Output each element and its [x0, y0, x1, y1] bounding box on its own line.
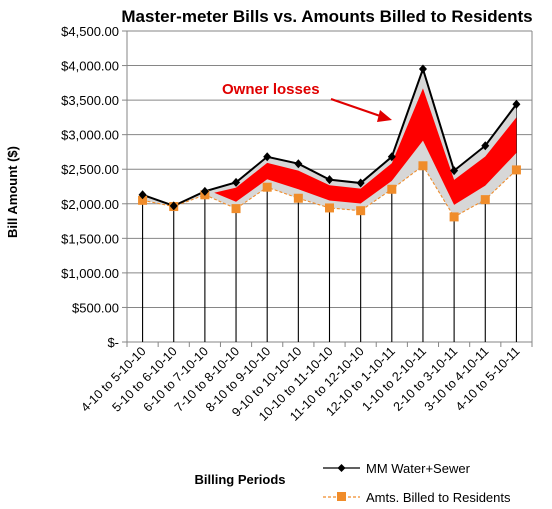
annotation-arrow-line	[330, 97, 387, 120]
point-amts-billed	[480, 195, 490, 205]
y-tick-label: $3,000.00	[61, 128, 119, 143]
point-mm-water-sewer	[232, 177, 241, 187]
legend-diamond-marker	[337, 464, 346, 472]
point-mm-water-sewer	[263, 152, 272, 162]
y-tick-label: $2,000.00	[61, 197, 119, 212]
point-mm-water-sewer	[387, 152, 396, 162]
point-amts-billed	[325, 203, 334, 213]
point-amts-billed	[418, 161, 428, 171]
point-mm-water-sewer	[481, 141, 490, 151]
point-mm-water-sewer	[356, 178, 365, 188]
legend-label: Amts. Billed to Residents	[366, 490, 511, 505]
y-axis-ticks: $- $500.00 $1,000.00 $1,500.00 $2,000.00 $2,5…	[61, 24, 127, 350]
point-amts-billed	[387, 184, 397, 194]
point-amts-billed	[138, 195, 148, 205]
y-tick-label: $1,500.00	[61, 231, 119, 246]
annotation: Owner losses	[222, 81, 392, 122]
chart-title: Master-meter Bills vs. Amounts Billed to…	[121, 7, 532, 26]
series-layer	[138, 64, 521, 222]
legend-square-marker	[337, 492, 346, 501]
point-amts-billed	[293, 193, 303, 203]
legend: MM Water+Sewer Amts. Billed to Residents	[323, 461, 511, 505]
legend-item-amts-billed: Amts. Billed to Residents	[323, 490, 511, 505]
x-axis-label: Billing Periods	[194, 472, 285, 487]
y-tick-label: $4,000.00	[61, 59, 119, 74]
y-tick-label: $3,500.00	[61, 93, 119, 108]
y-axis-label: Bill Amount ($)	[5, 146, 20, 238]
legend-label: MM Water+Sewer	[366, 461, 471, 476]
y-tick-label: $500.00	[72, 300, 119, 315]
annotation-arrowhead	[377, 110, 392, 122]
y-tick-label: $-	[107, 335, 119, 350]
point-mm-water-sewer	[169, 201, 178, 211]
point-amts-billed	[231, 204, 241, 214]
point-mm-water-sewer	[294, 159, 303, 169]
point-mm-water-sewer	[512, 99, 521, 109]
point-amts-billed	[511, 165, 521, 175]
point-amts-billed	[262, 182, 272, 192]
legend-item-mm-water-sewer: MM Water+Sewer	[323, 461, 471, 476]
point-amts-billed	[449, 212, 459, 222]
y-tick-label: $1,000.00	[61, 266, 119, 281]
point-mm-water-sewer	[138, 190, 147, 200]
point-mm-water-sewer	[418, 64, 427, 74]
point-amts-billed	[356, 206, 366, 216]
losses-ribbon	[214, 88, 517, 205]
owner-losses-band	[142, 69, 517, 217]
point-mm-water-sewer	[200, 186, 209, 196]
annotation-text: Owner losses	[222, 81, 320, 98]
point-mm-water-sewer	[450, 166, 459, 176]
y-tick-label: $2,500.00	[61, 162, 119, 177]
point-mm-water-sewer	[325, 175, 334, 185]
y-tick-label: $4,500.00	[61, 24, 119, 39]
x-axis-ticks: 4-10 to 5-10-105-10 to 6-10-106-10 to 7-…	[78, 342, 533, 424]
